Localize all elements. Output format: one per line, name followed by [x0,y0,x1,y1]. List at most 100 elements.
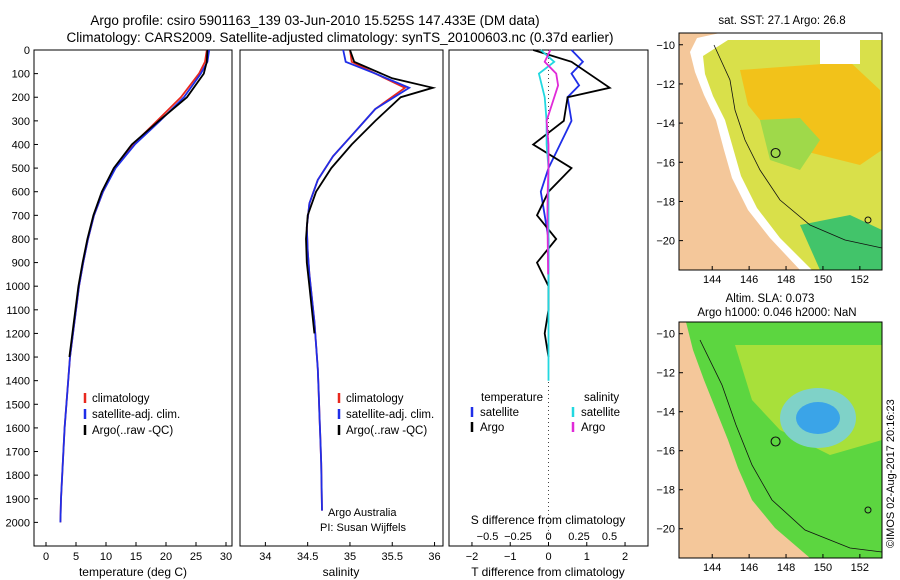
sla-map-title-line-2: Argo h1000: 0.046 h2000: NaN [697,307,856,319]
map-y-tick-label: −12 [656,79,675,91]
sst-cloud-gap [820,40,860,64]
depth-tick-label: 2000 [6,517,30,529]
map-y-tick-label: −18 [656,196,675,208]
sla-map-plot[interactable] [679,322,883,558]
x-tick-label: 34 [259,551,271,563]
depth-tick-label: 700 [12,210,30,222]
salinity-legend[interactable]: climatology satellite-adj. clim. Argo(..ra… [337,393,434,437]
map-y-tick-label: −20 [656,236,675,248]
depth-tick-label: 600 [12,187,30,199]
depth-ticks: 0 100 200 300 400 500 600 700 800 900 1000 1100 1200… [6,45,38,529]
x-tick-label: 35 [344,551,356,563]
x-tick-label: 30 [220,551,232,563]
map-y-tick-label: −14 [656,407,675,419]
legend-label: satellite [480,407,519,419]
salinity-series [305,49,437,511]
x-tick-label: 10 [100,551,112,563]
x-tick-label: 0 [43,551,49,563]
s-difference-label: S difference from climatology [471,513,626,527]
map-x-tick-label: 146 [740,274,758,286]
map-y-tick-label: −14 [656,118,675,130]
depth-tick-label: 1900 [6,494,30,506]
series-argo [305,49,437,334]
sst-reef-marker [864,216,872,224]
depth-tick-label: 0 [24,45,30,57]
t-difference-ticks: −2 −1 0 1 2 [466,542,628,563]
s-tick-label: −0.25 [504,531,532,543]
depth-tick-label: 300 [12,116,30,128]
x-tick-label: 5 [73,551,79,563]
legend-group-title: salinity [584,392,619,404]
sst-map-frame [678,32,883,271]
s-difference-ticks: −0.5 −0.25 0 0.25 0.5 [477,531,618,543]
map-y-tick-label: −10 [656,329,675,341]
map-x-tick-label: 148 [777,562,795,574]
map-y-tick-label: −18 [656,485,675,497]
depth-tick-label: 1200 [6,328,30,340]
series-satellite-adj-clim- [305,49,412,511]
map-y-tick-label: −16 [656,157,675,169]
depth-tick-label: 500 [12,163,30,175]
temperature-axes [33,49,233,547]
legend-label: climatology [92,393,150,405]
x-tick-label: 2 [622,551,628,563]
x-tick-label: 25 [190,551,202,563]
depth-tick-label: 1700 [6,447,30,459]
x-tick-label: 36 [428,551,440,563]
x-tick-label: 1 [584,551,590,563]
x-tick-label: −2 [466,551,479,563]
depth-tick-label: 1000 [6,281,30,293]
legend-label: Argo [480,422,504,434]
sst-map-plot[interactable] [679,33,883,270]
sla-map-panel: Altim. SLA: 0.073 Argo h1000: 0.046 h200… [656,293,883,574]
depth-tick-label: 800 [12,234,30,246]
map-y-tick-label: −10 [656,40,675,52]
title-line-2: Climatology: CARS2009. Satellite-adjuste… [66,30,613,45]
depth-tick-label: 100 [12,69,30,81]
difference-series [531,49,612,381]
map-x-tick-label: 152 [851,562,869,574]
depth-tick-label: 1300 [6,352,30,364]
x-tick-label: 15 [130,551,142,563]
institution-label: Argo Australia [328,507,397,519]
map-y-tick-label: −16 [656,446,675,458]
sst-map-ticks: 144 146 148 150 152 −10 −12 −14 −16 −18 −20 [656,40,869,286]
series-satellite-adj-clim- [59,49,211,523]
legend-label: climatology [346,393,404,405]
x-tick-label: 0 [545,551,551,563]
temperature-legend[interactable]: climatology satellite-adj. clim. Argo(..ra… [83,393,180,437]
depth-tick-label: 1400 [6,376,30,388]
imos-credit: ©IMOS 02-Aug-2017 20:16:23 [885,399,897,548]
sla-argo-position [770,436,781,447]
salinity-ticks: 34 34.5 35 35.5 36 [259,542,441,563]
temperature-panel: 0100200300400500600700800900100011001200… [6,45,233,579]
sla-eddy-core [796,402,840,434]
series-s-satellite [537,49,556,381]
legend-label: satellite-adj. clim. [346,409,434,421]
map-y-tick-label: −12 [656,368,675,380]
temperature-xlabel: temperature (deg C) [79,565,187,579]
t-difference-label: T difference from climatology [471,565,625,579]
map-x-tick-label: 146 [740,562,758,574]
difference-panel: −2 −1 0 1 2 −0.5 −0.25 0 0.25 0.5 temperature sat… [448,49,649,579]
legend-label: satellite-adj. clim. [92,409,180,421]
s-tick-label: −0.5 [477,531,499,543]
legend-label: Argo [581,422,605,434]
series-climatology [59,49,208,523]
difference-legend[interactable]: temperature satellite Argo salinity satellit… [470,392,620,434]
series-climatology [305,49,407,511]
x-tick-label: −1 [504,551,517,563]
temperature-series [59,49,211,523]
map-x-tick-label: 144 [703,274,721,286]
map-x-tick-label: 150 [814,562,832,574]
legend-label: satellite [581,407,620,419]
x-tick-label: 35.5 [382,551,403,563]
sla-map-title-line-1: Altim. SLA: 0.073 [726,293,815,305]
depth-tick-label: 200 [12,92,30,104]
legend-group-title: temperature [481,392,543,404]
series-argo [68,49,209,358]
map-x-tick-label: 148 [777,274,795,286]
sst-argo-position [770,147,781,159]
legend-label: Argo(..raw -QC) [92,425,173,437]
